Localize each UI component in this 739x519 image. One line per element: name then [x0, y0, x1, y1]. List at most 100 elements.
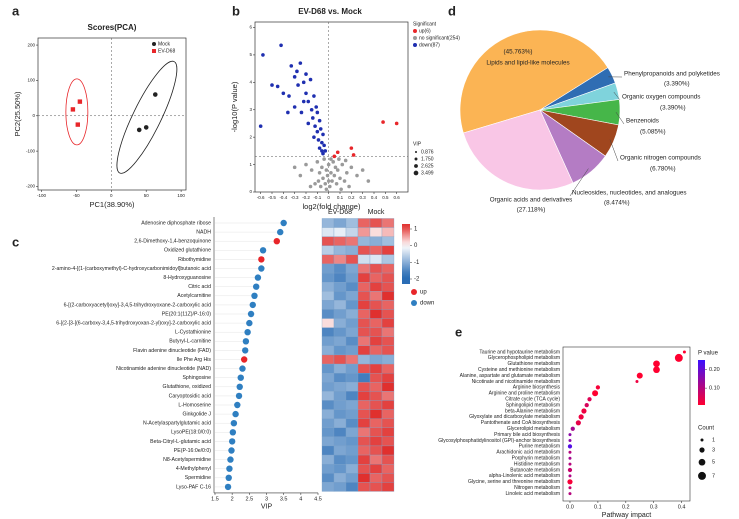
point [77, 99, 83, 104]
heat-cell [357, 272, 371, 283]
y-tick-label: 200 [27, 42, 35, 47]
heat-cell [333, 300, 347, 310]
leader-line [609, 139, 619, 162]
point [236, 383, 243, 390]
heat-cell [369, 227, 383, 237]
point [311, 116, 315, 120]
row-label: Glutathione, oxidized [163, 384, 212, 390]
point [299, 110, 304, 115]
leader-line [569, 168, 589, 197]
row-label: Glutathione metabolism [507, 361, 560, 367]
heat-cell [345, 272, 359, 283]
size-swatch [699, 447, 705, 453]
y-tick-label: 2 [249, 134, 252, 139]
row-label: NADH [196, 229, 211, 235]
point [329, 171, 333, 175]
y-tick-label: -100 [26, 148, 36, 153]
point [314, 105, 319, 109]
heat-cell [345, 445, 359, 456]
x-tick-label: -0.2 [302, 195, 310, 200]
y-tick-label: 4 [249, 80, 252, 85]
row-label: Ile Phe Arg His [177, 357, 212, 363]
heat-cell [321, 382, 335, 392]
point [323, 181, 328, 186]
point [320, 149, 324, 153]
x-tick-label: 2.5 [246, 496, 254, 502]
heat-cell [333, 482, 347, 492]
row-label: Adenosine diphosphate ribose [141, 220, 211, 226]
heat-cell [333, 281, 347, 292]
legend-swatch [413, 43, 417, 47]
heat-cell [321, 409, 335, 419]
bubble [568, 486, 572, 490]
y-axis-label: PC2(25.50%) [13, 91, 22, 137]
row-label: 2,6-Dimethoxy-1,4-benzoquinone [134, 239, 211, 245]
point [234, 401, 241, 409]
heat-cell [381, 445, 395, 456]
slice-value: (8.474%) [604, 200, 630, 207]
heat-cell [369, 463, 383, 474]
row-label: 8-Hydroxyguanosine [163, 275, 211, 281]
x-tick-label: 1.5 [211, 496, 219, 502]
row-label: Citrate cycle (TCA cycle) [505, 397, 560, 403]
heat-cell [345, 327, 359, 337]
bubble [595, 385, 601, 390]
size-legend-label: 7 [712, 473, 715, 479]
heat-cell [381, 409, 395, 419]
row-label: Nicotinate and nicotinamide metabolism [472, 379, 560, 385]
legend-title: Significant [413, 21, 437, 27]
legend-label: up(6) [419, 28, 431, 34]
legend-label: down [420, 301, 434, 307]
point [259, 247, 267, 254]
row-label: alpha-Linolenic acid metabolism [489, 473, 560, 479]
heat-cell [333, 327, 347, 337]
point [320, 165, 324, 170]
size-legend-label: 0.876 [421, 149, 434, 155]
bubble [587, 397, 592, 402]
row-label: Glycerolipid metabolism [507, 426, 560, 432]
heat-cell [333, 291, 347, 301]
heat-cell [357, 409, 371, 419]
heat-cell [369, 445, 383, 456]
heat-cell [321, 427, 335, 438]
heat-cell [321, 418, 335, 428]
panel-letter: b [232, 3, 240, 18]
x-tick-label: -0.4 [279, 195, 287, 200]
bubble [570, 426, 575, 431]
slice-label: Organic oxygen compounds [622, 94, 700, 101]
heat-cell [321, 463, 335, 474]
heat-cell [381, 473, 395, 483]
heat-cell [357, 345, 371, 356]
point [239, 365, 246, 372]
size-legend-label: 1 [712, 437, 715, 443]
heat-cell [333, 236, 347, 246]
heat-cell [369, 418, 383, 428]
x-axis-label: Pathway impact [602, 512, 651, 519]
bubble [674, 353, 683, 362]
colorbar [402, 224, 410, 284]
row-label: Cysteine and methionine metabolism [478, 367, 560, 373]
point [333, 165, 338, 170]
point [394, 121, 399, 126]
group-label: Mock [368, 209, 385, 216]
point [279, 43, 283, 48]
point [321, 151, 325, 156]
heat-cell [381, 263, 395, 274]
heat-cell [381, 254, 395, 265]
point [75, 122, 80, 127]
heat-cell [333, 473, 347, 483]
point [228, 438, 236, 445]
heat-cell [369, 245, 383, 256]
heat-cell [357, 445, 371, 456]
size-swatch [698, 471, 706, 480]
bubble [581, 408, 587, 414]
legend-swatch [413, 36, 417, 40]
point [253, 283, 260, 290]
pie-slice [463, 109, 574, 191]
point [325, 173, 330, 178]
point [237, 374, 244, 381]
point [273, 238, 280, 245]
size-swatch [698, 458, 706, 466]
bubble [568, 462, 572, 466]
legend-swatch [413, 29, 417, 33]
